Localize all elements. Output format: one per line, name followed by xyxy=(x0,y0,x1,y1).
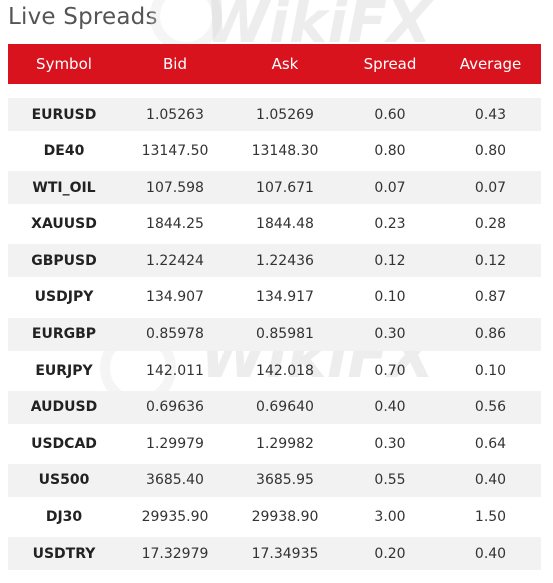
cell-average: 0.64 xyxy=(474,435,507,452)
cell-spread: 0.10 xyxy=(374,289,406,306)
cell-bid: 1.05263 xyxy=(146,106,204,123)
cell-bid: 107.598 xyxy=(146,179,204,196)
column-header-ask[interactable]: Ask xyxy=(271,55,299,73)
cell-average: 1.50 xyxy=(474,509,507,526)
cell-average: 0.86 xyxy=(474,326,507,343)
cell-average: 0.07 xyxy=(474,179,507,196)
table-row: DE40 13147.50 13148.30 0.80 0.80 xyxy=(8,135,541,168)
cell-ask: 29938.90 xyxy=(251,509,319,526)
cell-bid: 1844.25 xyxy=(146,216,204,233)
cell-spread: 0.70 xyxy=(374,362,406,379)
cell-average: 0.80 xyxy=(474,143,507,160)
cell-average: 0.28 xyxy=(474,216,507,233)
cell-ask: 17.34935 xyxy=(251,545,319,562)
cell-average: 0.12 xyxy=(474,252,507,269)
table-header: Symbol Bid Ask Spread Average xyxy=(8,44,541,84)
cell-symbol: EURGBP xyxy=(31,326,97,343)
cell-spread: 0.23 xyxy=(374,216,406,233)
cell-ask: 0.69640 xyxy=(256,399,314,416)
table-row: XAUUSD 1844.25 1844.48 0.23 0.28 xyxy=(8,208,541,241)
cell-average: 0.40 xyxy=(474,472,507,489)
cell-ask: 0.85981 xyxy=(256,326,314,343)
cell-ask: 1.29982 xyxy=(256,435,314,452)
cell-symbol: USDCAD xyxy=(31,435,97,452)
cell-average: 0.10 xyxy=(474,362,507,379)
cell-symbol: DJ30 xyxy=(45,509,83,526)
column-header-bid[interactable]: Bid xyxy=(163,55,187,73)
cell-symbol: US500 xyxy=(38,472,90,489)
cell-average: 0.43 xyxy=(474,106,507,123)
table-row: AUDUSD 0.69636 0.69640 0.40 0.56 xyxy=(8,390,541,424)
cell-bid: 29935.90 xyxy=(141,509,209,526)
table-row: EURJPY 142.011 142.018 0.70 0.10 xyxy=(8,354,541,387)
table-row: USDJPY 134.907 134.917 0.10 0.87 xyxy=(8,281,541,314)
cell-spread: 0.20 xyxy=(374,545,406,562)
cell-symbol: XAUUSD xyxy=(31,216,97,233)
cell-ask: 107.671 xyxy=(256,179,314,196)
cell-spread: 0.40 xyxy=(374,399,406,416)
cell-symbol: GBPUSD xyxy=(31,252,97,269)
table-row: EURUSD 1.05263 1.05269 0.60 0.43 xyxy=(8,98,541,131)
cell-average: 0.56 xyxy=(474,399,507,416)
cell-bid: 17.32979 xyxy=(141,545,209,562)
cell-bid: 0.69636 xyxy=(146,399,204,416)
column-header-average[interactable]: Average xyxy=(459,55,522,73)
table-row: GBPUSD 1.22424 1.22436 0.12 0.12 xyxy=(8,244,541,278)
cell-spread: 0.80 xyxy=(374,143,406,160)
cell-spread: 0.30 xyxy=(374,435,406,452)
cell-average: 0.40 xyxy=(474,545,507,562)
cell-ask: 1.22436 xyxy=(256,252,314,269)
cell-average: 0.87 xyxy=(474,289,507,306)
cell-symbol: AUDUSD xyxy=(30,399,98,416)
table-row: DJ30 29935.90 29938.90 3.00 1.50 xyxy=(8,501,541,534)
cell-spread: 0.55 xyxy=(374,472,406,489)
table-row: USDCAD 1.29979 1.29982 0.30 0.64 xyxy=(8,427,541,460)
cell-ask: 142.018 xyxy=(256,362,314,379)
cell-ask: 3685.95 xyxy=(256,472,314,489)
cell-spread: 3.00 xyxy=(374,509,406,526)
cell-ask: 1.05269 xyxy=(256,106,314,123)
page-title: Live Spreads xyxy=(8,4,158,30)
table-row: US500 3685.40 3685.95 0.55 0.40 xyxy=(8,463,541,497)
cell-symbol: USDTRY xyxy=(32,545,96,562)
cell-symbol: EURJPY xyxy=(35,362,93,379)
column-header-symbol[interactable]: Symbol xyxy=(36,55,92,73)
column-header-spread[interactable]: Spread xyxy=(363,55,417,73)
cell-symbol: WTI_OIL xyxy=(32,179,96,196)
table-row: EURGBP 0.85978 0.85981 0.30 0.86 xyxy=(8,317,541,351)
cell-ask: 1844.48 xyxy=(256,216,314,233)
cell-bid: 134.907 xyxy=(146,289,204,306)
table-row: USDTRY 17.32979 17.34935 0.20 0.40 xyxy=(8,537,541,571)
cell-bid: 13147.50 xyxy=(141,143,209,160)
cell-bid: 3685.40 xyxy=(146,472,204,489)
spreads-table: EURUSD 1.05263 1.05269 0.60 0.43 DE40 13147.50… xyxy=(8,98,541,574)
cell-spread: 0.60 xyxy=(374,106,406,123)
table-row: WTI_OIL 107.598 107.671 0.07 0.07 xyxy=(8,171,541,205)
cell-bid: 142.011 xyxy=(146,362,204,379)
cell-bid: 1.29979 xyxy=(146,435,204,452)
cell-spread: 0.30 xyxy=(374,326,406,343)
cell-symbol: USDJPY xyxy=(34,289,94,306)
cell-ask: 134.917 xyxy=(256,289,314,306)
cell-spread: 0.07 xyxy=(374,179,406,196)
cell-ask: 13148.30 xyxy=(251,143,319,160)
cell-bid: 1.22424 xyxy=(146,252,204,269)
cell-bid: 0.85978 xyxy=(146,326,204,343)
cell-symbol: DE40 xyxy=(43,143,85,160)
cell-spread: 0.12 xyxy=(374,252,406,269)
cell-symbol: EURUSD xyxy=(31,106,97,123)
